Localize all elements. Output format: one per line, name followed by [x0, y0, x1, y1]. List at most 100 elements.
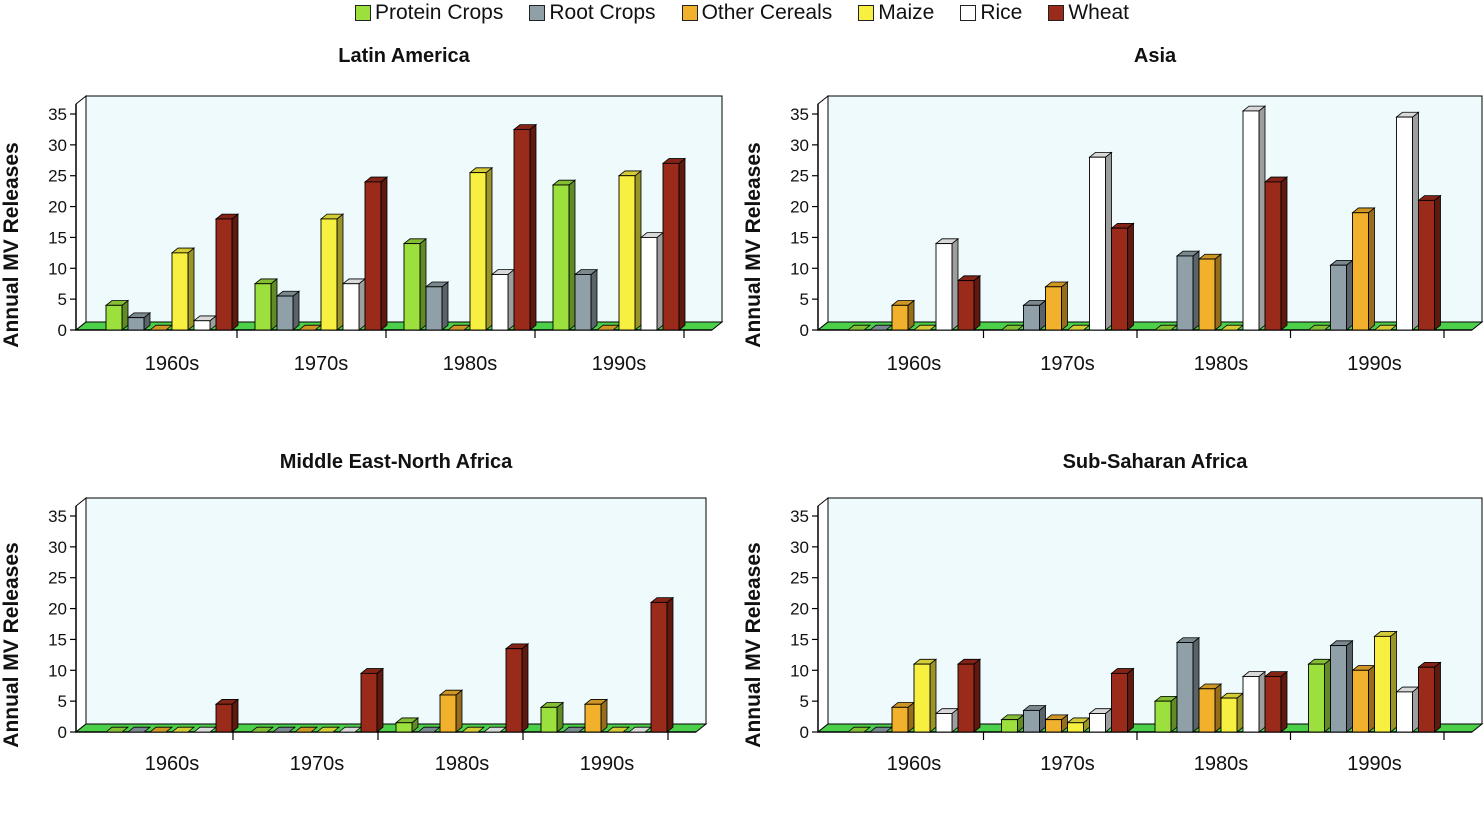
bar-front	[127, 317, 145, 331]
bar-front	[1023, 709, 1040, 733]
bar-side	[455, 689, 463, 733]
bar-front	[540, 706, 558, 733]
bar-other-cereals-1990s	[1351, 664, 1376, 733]
bar-rice-1970s	[1088, 707, 1113, 733]
bar-other-cereals-1980s	[1197, 253, 1223, 331]
bar-root-crops-1990s	[1329, 639, 1354, 733]
bar-front	[491, 274, 509, 331]
bar-side	[231, 698, 239, 733]
bar-other-cereals-1960s	[890, 299, 916, 331]
chart-panel-asia: 0 5 10 15 20 25 30 35 Annual MV Releases Asia 1960…	[742, 30, 1484, 417]
bar-wheat-1970s	[1110, 667, 1135, 733]
y-tick-label: 25	[790, 569, 809, 588]
bar-side	[521, 643, 529, 733]
bar-base	[170, 726, 196, 733]
bar-maize-1960s	[170, 726, 196, 733]
bar-front	[1352, 212, 1369, 331]
y-tick-label: 20	[790, 198, 809, 217]
bar-front	[1418, 199, 1435, 331]
bar-side	[1368, 664, 1375, 733]
y-tick-label: 25	[48, 167, 67, 186]
bar-maize-1980s	[460, 726, 486, 733]
chart-legend: Protein Crops Root Crops Other Cereals Maiz…	[0, 0, 1484, 26]
bar-front	[364, 181, 382, 331]
bar-root-crops-1980s	[424, 281, 450, 331]
bar-protein-crops-1960s	[104, 726, 130, 733]
bar-side	[270, 278, 278, 331]
bar-rice-1990s	[1395, 686, 1420, 733]
bar-side	[656, 231, 664, 331]
chart-svg: 0 5 10 15 20 25 30 35 Annual MV Releases Asia 1960…	[742, 45, 1484, 375]
bar-front	[891, 706, 909, 733]
y-tick-label: 25	[790, 167, 809, 186]
chart-title: Asia	[1134, 45, 1177, 67]
bar-front	[1308, 663, 1325, 733]
bar-root-crops-1990s	[1329, 259, 1354, 331]
bar-base	[846, 726, 872, 733]
bar-wheat-1960s	[956, 658, 982, 733]
plot-side-wall	[817, 496, 829, 734]
legend-label: Rice	[980, 1, 1023, 24]
bar-front	[1330, 264, 1347, 331]
y-tick-label: 10	[48, 661, 67, 680]
bar-base	[315, 726, 341, 733]
bar-side	[292, 290, 300, 331]
bar-front	[1198, 258, 1216, 331]
bar-front	[1045, 286, 1062, 331]
x-tick-label: 1970s	[1040, 353, 1095, 375]
bar-wheat-1990s	[1417, 194, 1442, 331]
bar-protein-crops-1960s	[846, 324, 872, 331]
bar-protein-crops-1990s	[539, 701, 565, 733]
y-tick-label: 15	[790, 228, 809, 247]
chart-svg: 0 5 10 15 20 25 30 35 Annual MV Releases Middle E…	[0, 451, 708, 775]
bar-side	[380, 176, 388, 331]
bar-front	[1264, 676, 1282, 733]
y-tick-label: 35	[790, 105, 809, 124]
bar-protein-crops-1970s	[253, 278, 279, 331]
bar-front	[469, 172, 487, 331]
bar-wheat-1990s	[649, 596, 675, 733]
bar-front	[1111, 672, 1128, 733]
y-tick-label: 30	[790, 538, 809, 557]
bar-side	[1390, 630, 1397, 733]
bar-front	[1089, 713, 1106, 733]
bar-side	[441, 281, 449, 331]
bar-side	[419, 237, 427, 331]
x-tick-label: 1990s	[1347, 753, 1402, 775]
bar-side	[590, 268, 598, 331]
y-tick-label: 35	[48, 507, 67, 526]
y-tick-label: 0	[58, 321, 67, 340]
bar-side	[1412, 111, 1419, 331]
bar-wheat-1980s	[504, 643, 530, 733]
bar-rice-1980s	[1241, 670, 1267, 733]
legend-swatch	[960, 5, 977, 21]
bar-front	[935, 713, 953, 733]
bar-side	[231, 213, 239, 331]
y-tick-label: 5	[58, 290, 67, 309]
bar-side	[600, 698, 608, 733]
plot-side-wall	[75, 94, 87, 332]
bar-rice-1970s	[341, 278, 367, 331]
chart-panel-sub-saharan-africa: 0 5 10 15 20 25 30 35 Annual MV Releases Sub-Saha…	[742, 430, 1484, 817]
bar-side	[1434, 661, 1441, 733]
bar-side	[1368, 207, 1375, 331]
bar-root-crops-1980s	[1175, 636, 1201, 733]
bar-front	[1045, 719, 1062, 733]
y-tick-label: 25	[48, 569, 67, 588]
bar-wheat-1970s	[1110, 222, 1135, 331]
bar-root-crops-1970s	[275, 290, 301, 331]
chart-svg: 0 5 10 15 20 25 30 35 Annual MV Releases Latin Am…	[0, 45, 724, 375]
bar-protein-crops-1980s	[394, 717, 420, 733]
bar-wheat-1960s	[214, 698, 240, 733]
bar-rice-1980s	[1241, 105, 1267, 331]
bar-side	[973, 274, 981, 331]
bar-side	[1258, 105, 1266, 331]
bar-wheat-1980s	[1263, 670, 1289, 733]
bar-front	[193, 320, 211, 331]
legend-swatch	[681, 5, 698, 21]
legend-label: Maize	[878, 1, 935, 24]
bar-front	[505, 648, 523, 733]
y-tick-label: 35	[790, 507, 809, 526]
y-tick-label: 30	[790, 136, 809, 155]
y-tick-label: 0	[58, 723, 67, 742]
